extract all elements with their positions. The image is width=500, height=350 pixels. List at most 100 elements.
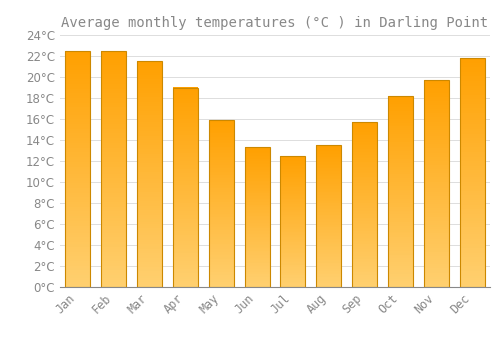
Bar xyxy=(101,110,126,112)
Bar xyxy=(244,152,270,153)
Bar xyxy=(101,77,126,79)
Bar xyxy=(101,195,126,197)
Bar xyxy=(66,138,90,140)
Bar xyxy=(280,244,305,245)
Bar xyxy=(388,218,413,220)
Bar xyxy=(280,193,305,194)
Bar xyxy=(244,279,270,280)
Bar xyxy=(280,216,305,217)
Bar xyxy=(137,235,162,237)
Bar xyxy=(388,153,413,155)
Bar xyxy=(460,74,484,76)
Bar xyxy=(208,222,234,224)
Bar xyxy=(388,243,413,245)
Bar xyxy=(244,187,270,188)
Bar xyxy=(66,100,90,103)
Bar xyxy=(352,180,377,182)
Bar xyxy=(137,215,162,217)
Bar xyxy=(208,214,234,215)
Bar xyxy=(460,223,484,225)
Bar xyxy=(388,278,413,279)
Bar xyxy=(208,147,234,148)
Bar xyxy=(66,186,90,188)
Bar xyxy=(101,140,126,143)
Bar xyxy=(66,206,90,209)
Bar xyxy=(208,242,234,244)
Bar xyxy=(352,167,377,168)
Bar xyxy=(208,274,234,275)
Bar xyxy=(244,258,270,259)
Bar xyxy=(66,89,90,91)
Bar xyxy=(208,230,234,232)
Bar xyxy=(137,108,162,111)
Bar xyxy=(173,235,198,237)
Bar xyxy=(137,154,162,156)
Bar xyxy=(66,122,90,124)
Bar xyxy=(460,244,484,246)
Bar xyxy=(66,209,90,211)
Bar xyxy=(352,173,377,175)
Bar xyxy=(244,212,270,213)
Bar xyxy=(424,266,449,268)
Bar xyxy=(244,156,270,157)
Bar xyxy=(280,225,305,227)
Bar xyxy=(101,247,126,249)
Bar xyxy=(208,155,234,157)
Bar xyxy=(101,129,126,131)
Bar xyxy=(66,197,90,199)
Bar xyxy=(352,266,377,267)
Bar xyxy=(244,199,270,201)
Bar xyxy=(137,127,162,129)
Bar xyxy=(244,274,270,276)
Bar xyxy=(137,100,162,102)
Bar xyxy=(352,157,377,159)
Bar xyxy=(280,249,305,250)
Bar xyxy=(388,226,413,228)
Bar xyxy=(424,254,449,256)
Bar xyxy=(316,171,342,172)
Bar xyxy=(352,196,377,198)
Bar xyxy=(460,275,484,278)
Bar xyxy=(352,216,377,218)
Bar xyxy=(173,271,198,273)
Bar xyxy=(137,176,162,178)
Bar xyxy=(388,151,413,153)
Bar xyxy=(66,107,90,110)
Bar xyxy=(66,259,90,261)
Bar xyxy=(316,266,342,267)
Bar xyxy=(173,211,198,213)
Bar xyxy=(137,181,162,183)
Bar xyxy=(137,161,162,163)
Bar xyxy=(137,93,162,95)
Bar xyxy=(352,175,377,176)
Bar xyxy=(208,163,234,165)
Bar xyxy=(173,116,198,118)
Bar xyxy=(101,67,126,70)
Bar xyxy=(388,178,413,180)
Bar xyxy=(352,238,377,239)
Bar xyxy=(424,273,449,275)
Bar xyxy=(316,263,342,264)
Bar xyxy=(460,250,484,253)
Bar xyxy=(280,233,305,235)
Bar xyxy=(316,281,342,283)
Bar xyxy=(352,148,377,150)
Bar xyxy=(280,157,305,158)
Bar xyxy=(66,58,90,60)
Bar xyxy=(352,256,377,257)
Bar xyxy=(352,224,377,226)
Bar xyxy=(316,279,342,280)
Bar xyxy=(280,169,305,170)
Bar xyxy=(66,190,90,192)
Bar xyxy=(460,90,484,92)
Bar xyxy=(244,246,270,248)
Bar xyxy=(316,270,342,271)
Bar xyxy=(208,132,234,133)
Bar xyxy=(424,82,449,84)
Bar xyxy=(388,203,413,205)
Bar xyxy=(280,210,305,211)
Bar xyxy=(66,159,90,162)
Bar xyxy=(101,218,126,221)
Bar xyxy=(352,239,377,241)
Bar xyxy=(460,216,484,218)
